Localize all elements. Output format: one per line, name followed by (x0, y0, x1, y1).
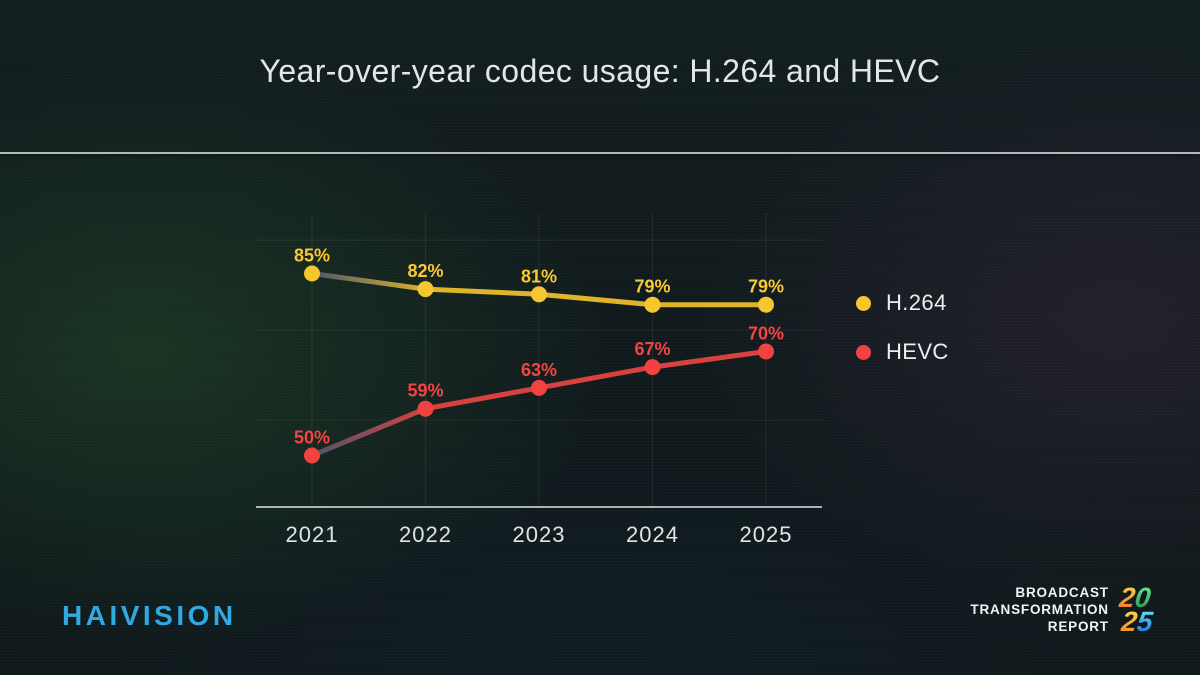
data-label: 85% (294, 246, 330, 266)
data-label: 67% (634, 339, 670, 359)
x-axis-tick-label: 2022 (399, 522, 452, 547)
legend-item-h264: H.264 (856, 290, 949, 316)
legend-dot-icon (856, 295, 871, 311)
report-line-1: BROADCAST (1015, 585, 1109, 600)
data-point (304, 265, 320, 282)
data-label: 50% (294, 428, 330, 448)
legend-item-hevc: HEVC (856, 339, 949, 365)
data-label: 63% (521, 360, 557, 380)
report-title: BROADCAST TRANSFORMATION REPORT (970, 584, 1108, 635)
legend-label: H.264 (886, 290, 947, 315)
title-divider (0, 152, 1200, 154)
data-point (644, 359, 661, 376)
x-axis-tick-label: 2024 (626, 522, 679, 547)
series-line-H.264 (423, 286, 769, 308)
x-axis-tick-label: 2023 (513, 522, 566, 547)
series-line-start-HEVC (309, 406, 428, 458)
report-line-2: TRANSFORMATION (970, 602, 1109, 617)
legend-label: HEVC (886, 339, 949, 364)
data-point (531, 286, 547, 303)
data-point (758, 296, 774, 313)
x-axis-tick-label: 2025 (740, 522, 793, 547)
chart-legend: H.264 HEVC (856, 290, 949, 388)
report-line-3: REPORT (1047, 619, 1109, 634)
series-line-start-H.264 (309, 271, 428, 292)
x-axis-tick-label: 2021 (286, 522, 339, 547)
data-label: 79% (634, 277, 670, 297)
series-line-HEVC (423, 349, 769, 412)
data-point (304, 447, 320, 464)
data-point (417, 400, 434, 417)
data-point (531, 379, 547, 396)
data-label: 79% (748, 277, 784, 297)
data-point (758, 343, 774, 360)
year-logo-digit: 5 (1135, 606, 1155, 637)
data-label: 81% (521, 266, 557, 286)
data-label: 59% (407, 381, 443, 401)
haivision-logo: HAIVISION (62, 600, 237, 631)
data-label: 70% (748, 324, 784, 344)
data-point (417, 281, 434, 298)
legend-dot-icon (856, 344, 871, 360)
page-title: Year-over-year codec usage: H.264 and HE… (259, 53, 941, 89)
data-point (644, 296, 661, 313)
data-label: 82% (407, 261, 443, 281)
